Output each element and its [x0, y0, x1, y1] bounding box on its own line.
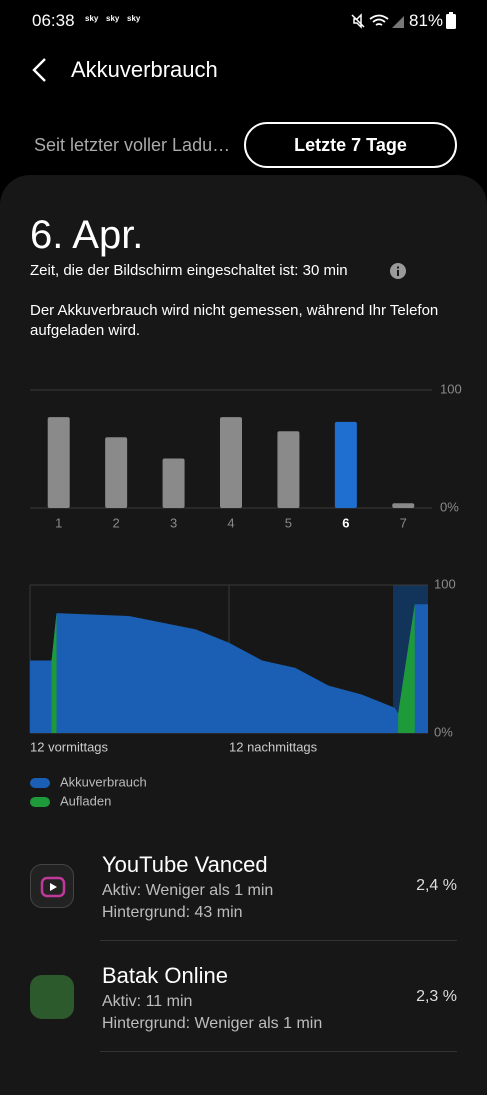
legend-label: Akkuverbrauch [60, 774, 147, 789]
tab-selected[interactable]: Letzte 7 Tage [244, 122, 457, 168]
app-active: Aktiv: 11 min [102, 993, 193, 1010]
app-icon [30, 864, 74, 908]
page-title: Akkuverbrauch [71, 57, 218, 82]
app-active: Aktiv: Weniger als 1 min [102, 882, 274, 899]
bar [334, 421, 357, 508]
battery-level: 81% [409, 11, 444, 30]
y-tick-label: 0% [434, 724, 453, 739]
tab[interactable]: Seit letzter voller Ladu… [34, 135, 231, 155]
x-tick-label: 1 [55, 515, 62, 530]
legend-swatch [30, 778, 50, 788]
app-background: Hintergrund: 43 min [102, 904, 243, 921]
battery-icon [446, 12, 456, 29]
x-tick-label: 12 vormittags [30, 739, 109, 754]
carrier: sky [127, 14, 141, 23]
app-row[interactable]: YouTube Vanced Aktiv: Weniger als 1 min Hi… [0, 840, 487, 950]
app-background: Hintergrund: Weniger als 1 min [102, 1015, 323, 1032]
x-tick-label: 7 [400, 515, 407, 530]
x-tick-label: 4 [227, 515, 234, 530]
x-tick-label: 2 [113, 515, 120, 530]
bar [277, 431, 300, 508]
app-row[interactable]: Batak Online Aktiv: 11 min Hintergrund: We… [0, 951, 487, 1061]
y-tick-label: 0% [440, 499, 459, 514]
carrier: sky [85, 14, 99, 23]
clock: 06:38 [32, 11, 75, 30]
bar [162, 458, 185, 508]
app-list: YouTube Vanced Aktiv: Weniger als 1 min Hi… [0, 840, 487, 1080]
app-icon [30, 975, 74, 1019]
x-tick-label: 3 [170, 515, 177, 530]
bar-chart: 0% 100 1 2 3 4 5 6 7 [30, 381, 462, 530]
app-percent: 2,4 % [416, 877, 457, 894]
screen-time: Zeit, die der Bildschirm eingeschaltet i… [30, 262, 348, 279]
info-icon[interactable] [390, 263, 406, 279]
bar [392, 503, 415, 508]
area [30, 604, 428, 733]
back-button[interactable] [30, 56, 50, 84]
legend-label: Aufladen [60, 793, 111, 808]
bar [105, 437, 128, 508]
legend-swatch [30, 797, 50, 807]
bar [220, 417, 242, 508]
separator [100, 1051, 457, 1052]
y-tick-label: 100 [440, 381, 462, 396]
app-name: YouTube Vanced [102, 852, 268, 877]
x-tick-label: 6 [342, 515, 349, 530]
app-name: Batak Online [102, 963, 228, 988]
play-icon [40, 876, 66, 898]
x-tick-label: 5 [285, 515, 292, 530]
area-chart: 0% 100 12 vormittags 12 nachmittags Akkuverb… [29, 576, 456, 808]
x-tick-label: 12 nachmittags [229, 739, 318, 754]
separator [100, 940, 457, 941]
status-icons [351, 13, 404, 29]
note: Der Akkuverbrauch wird nicht gemessen, w… [30, 302, 439, 339]
carrier: sky [106, 14, 120, 23]
bar [47, 417, 70, 508]
date: 6. Apr. [30, 213, 144, 257]
y-tick-label: 100 [434, 576, 456, 591]
app-percent: 2,3 % [416, 988, 457, 1005]
